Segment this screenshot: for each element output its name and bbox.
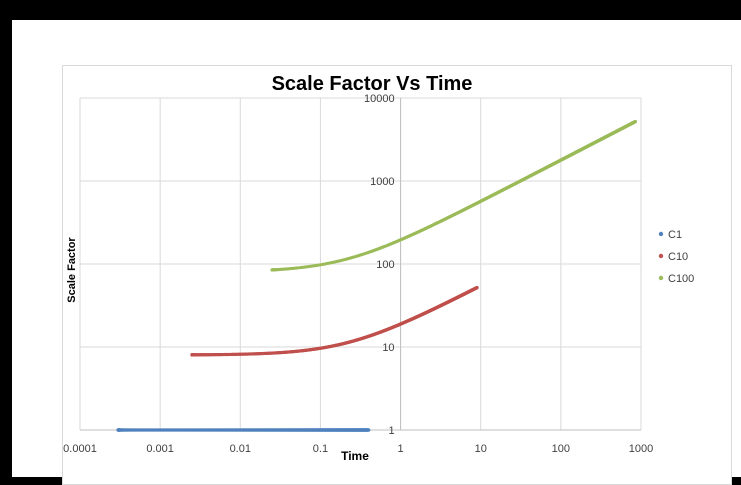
legend-label: C100	[668, 273, 694, 285]
grid-lines	[79, 97, 642, 431]
series-layer	[116, 119, 637, 432]
x-tick-label: 100	[552, 443, 570, 455]
data-point	[367, 428, 371, 432]
y-tick-label: 10000	[364, 93, 395, 105]
x-tick-label: 1	[398, 443, 404, 455]
x-tick-label: 0.01	[230, 443, 251, 455]
y-axis-label: Scale Factor	[66, 237, 78, 303]
x-tick-label: 0.1	[313, 443, 328, 455]
x-tick-label: 1000	[629, 443, 653, 455]
series-c100	[270, 119, 637, 272]
legend-marker	[658, 231, 664, 237]
chart-border	[62, 65, 732, 485]
legend-marker	[658, 253, 664, 259]
y-tick-label: 10	[382, 342, 394, 354]
x-tick-label: 10	[475, 443, 487, 455]
data-point	[633, 119, 637, 124]
legend-label: C10	[668, 251, 688, 263]
y-tick-label: 1000	[370, 176, 394, 188]
y-tick-label: 1	[388, 425, 394, 437]
x-axis-label: Time	[341, 449, 369, 463]
x-tick-label: 0.001	[146, 443, 174, 455]
tick-labels: 0.0001 0.001 0.01 0.1 1 10 100 1000 1 10 100 1000 10…	[63, 93, 653, 455]
legend: C1 C10 C100	[658, 229, 694, 285]
data-point	[475, 285, 479, 290]
series-c1	[116, 428, 371, 432]
y-tick-label: 100	[376, 259, 394, 271]
chart-canvas	[12, 20, 741, 485]
series-c10	[190, 285, 479, 357]
x-tick-label: 0.0001	[63, 443, 97, 455]
chart-title: Scale Factor Vs Time	[272, 73, 473, 95]
legend-marker	[658, 275, 664, 281]
legend-label: C1	[668, 229, 682, 241]
